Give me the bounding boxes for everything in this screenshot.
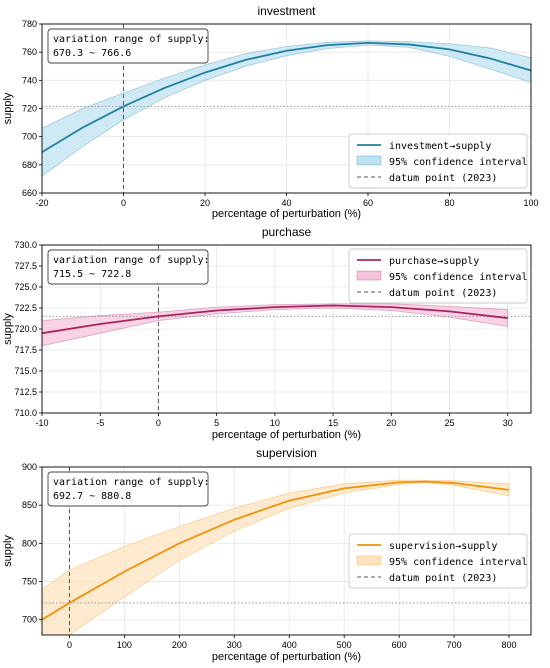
x-tick-label: 0 (121, 198, 126, 208)
x-tick-label: 200 (172, 640, 187, 650)
x-tick-label: 20 (386, 418, 396, 428)
legend-handle-band (356, 155, 382, 166)
x-tick-label: 0 (67, 640, 72, 650)
plot-area (42, 24, 531, 193)
legend: purchase→supply 95% confidence interval da… (348, 248, 528, 304)
chart-title: investment (257, 4, 316, 18)
y-tick-label: 712.5 (14, 387, 37, 397)
confidence-band (42, 479, 510, 635)
x-tick-label: 800 (502, 640, 517, 650)
chart-investment: -20 0 20 40 60 80 100 660 680 700 720 740 760 780 inve… (2, 4, 539, 220)
legend: investment→supply 95% confidence interval… (348, 133, 528, 189)
x-tick-label: -5 (96, 418, 104, 428)
series-line (42, 304, 508, 335)
axes-frame (41, 466, 532, 636)
x-tick-label: 5 (214, 418, 219, 428)
annotation-title: variation range of supply: (53, 477, 210, 488)
confidence-band (42, 40, 531, 177)
legend-label-band: 95% confidence interval (389, 157, 527, 168)
y-tick-label: 680 (22, 160, 37, 170)
annotation-box (47, 28, 209, 64)
x-axis-label: percentage of perturbation (%) (212, 208, 361, 220)
x-tick-label: 40 (281, 198, 291, 208)
y-axis-label: supply (2, 92, 14, 124)
legend: supervision→supply 95% confidence interva… (348, 533, 528, 589)
x-tick-label: 300 (227, 640, 242, 650)
y-axis-label: supply (2, 313, 14, 345)
legend-handle-band (356, 270, 382, 281)
y-tick-label: 760 (22, 47, 37, 57)
annotation-range: 692.7 ~ 880.8 (53, 491, 131, 502)
y-tick-label: 660 (22, 188, 37, 198)
x-tick-label: 60 (363, 198, 373, 208)
annotation-title: variation range of supply: (53, 255, 210, 266)
x-tick-label: 80 (444, 198, 454, 208)
y-tick-label: 850 (22, 500, 37, 510)
legend-label-band: 95% confidence interval (389, 272, 527, 283)
annotation-range: 670.3 ~ 766.6 (53, 48, 131, 59)
legend-frame (348, 533, 528, 589)
chart-title: supervision (256, 446, 317, 460)
x-tick-label: 600 (392, 640, 407, 650)
y-axis-label: supply (2, 535, 14, 567)
y-tick-label: 710.0 (14, 408, 37, 418)
legend-label-band: 95% confidence interval (389, 557, 527, 568)
legend-label-datum: datum point (2023) (389, 573, 497, 584)
annotation-range: 715.5 ~ 722.8 (53, 269, 131, 280)
chart-purchase: -10 -5 0 5 10 15 20 25 30 710.0 712.5 715.0 717.5 720… (2, 225, 532, 441)
y-tick-label: 800 (22, 538, 37, 548)
legend-label-series: investment→supply (389, 141, 491, 152)
y-tick-label: 717.5 (14, 345, 37, 355)
y-tick-label: 722.5 (14, 303, 37, 313)
annotation-box (47, 249, 209, 285)
legend-handle-band (356, 555, 382, 566)
series-line (42, 480, 510, 621)
x-tick-label: 20 (200, 198, 210, 208)
x-tick-label: 100 (523, 198, 538, 208)
legend-label-datum: datum point (2023) (389, 173, 497, 184)
x-tick-label: 0 (156, 418, 161, 428)
y-tick-label: 730.0 (14, 240, 37, 250)
y-tick-label: 700 (22, 132, 37, 142)
y-tick-label: 725.0 (14, 282, 37, 292)
x-axis-label: percentage of perturbation (%) (212, 429, 361, 441)
legend-label-series: purchase→supply (389, 256, 479, 267)
annotation-title: variation range of supply: (53, 34, 210, 45)
legend-label-series: supervision→supply (389, 541, 497, 552)
x-tick-label: 15 (328, 418, 338, 428)
chart-supervision: 0 100 200 300 400 500 600 700 800 700 750 800 850 900… (2, 446, 532, 663)
x-tick-label: 400 (282, 640, 297, 650)
x-tick-label: -20 (35, 198, 48, 208)
y-tick-label: 900 (22, 462, 37, 472)
x-tick-label: 100 (117, 640, 132, 650)
x-tick-label: -10 (35, 418, 48, 428)
legend-frame (348, 248, 528, 304)
y-tick-label: 720.0 (14, 324, 37, 334)
x-tick-label: 500 (337, 640, 352, 650)
series-line (42, 41, 531, 153)
plot-area (42, 245, 531, 413)
y-tick-label: 780 (22, 19, 37, 29)
legend-label-datum: datum point (2023) (389, 288, 497, 299)
y-tick-label: 750 (22, 577, 37, 587)
x-tick-label: 10 (270, 418, 280, 428)
legend-frame (348, 133, 528, 189)
x-tick-label: 30 (503, 418, 513, 428)
x-axis-label: percentage of perturbation (%) (212, 651, 361, 663)
y-tick-label: 715.0 (14, 366, 37, 376)
confidence-band (42, 303, 509, 347)
x-tick-label: 700 (447, 640, 462, 650)
y-tick-label: 700 (22, 615, 37, 625)
chart-title: purchase (262, 225, 312, 239)
y-tick-label: 720 (22, 104, 37, 114)
x-tick-label: 25 (444, 418, 454, 428)
y-tick-label: 740 (22, 75, 37, 85)
annotation-box (47, 471, 209, 507)
y-tick-label: 727.5 (14, 261, 37, 271)
